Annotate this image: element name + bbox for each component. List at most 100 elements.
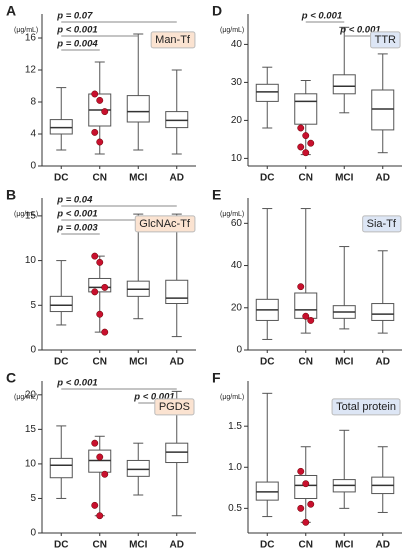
unit-label: (μg/mL) (220, 27, 244, 34)
x-tick-label: AD (376, 540, 390, 550)
panel-label-box (154, 398, 195, 416)
box (49, 119, 73, 135)
y-tick-label: 5 (30, 300, 36, 311)
y-tick-label: 60 (231, 218, 243, 229)
box (126, 459, 150, 477)
y-tick-label: 8 (30, 97, 36, 108)
unit-label: (μg/mL) (14, 394, 38, 401)
highlight-point (96, 96, 104, 104)
comparison-label: p < 0.001 (133, 392, 174, 403)
x-tick-label: MCI (129, 540, 148, 550)
y-tick-label: 5 (30, 493, 36, 504)
x-tick-label: CN (299, 173, 313, 184)
x-tick-label: DC (54, 173, 68, 184)
y-tick-label: 4 (30, 129, 36, 140)
panel: B (μg/mL) 0 5 10 15 DC CN MCI AD p = 0.04 p < 0.001… (6, 187, 196, 368)
y-tick-label: 40 (231, 260, 243, 271)
highlight-point (302, 312, 310, 320)
panel-label: GlcNAc-Tf (139, 218, 191, 230)
x-tick-label: DC (260, 540, 274, 550)
highlight-point (307, 139, 315, 147)
x-tick-label: DC (260, 357, 274, 368)
highlight-point (101, 283, 109, 291)
box (294, 93, 318, 125)
y-tick-label: 20 (25, 389, 37, 400)
x-tick-label: MCI (335, 540, 354, 550)
highlight-point (91, 128, 99, 136)
x-tick-label: MCI (335, 357, 354, 368)
y-tick-label: 0 (236, 345, 242, 356)
highlight-point (91, 90, 99, 98)
panel-label-box (150, 31, 196, 49)
x-tick-label: AD (170, 173, 184, 184)
y-tick-label: 30 (231, 77, 243, 88)
highlight-point (307, 316, 315, 324)
x-tick-label: AD (170, 357, 184, 368)
highlight-point (302, 480, 310, 488)
box (88, 277, 112, 293)
x-tick-label: CN (93, 357, 107, 368)
comparison-label: p < 0.001 (56, 209, 97, 220)
comparison-label: p < 0.001 (56, 378, 97, 389)
highlight-point (297, 124, 305, 132)
y-tick-label: 20 (231, 302, 243, 313)
y-tick-label: 40 (231, 39, 243, 50)
panel-label: Sia-Tf (367, 218, 397, 230)
highlight-point (302, 149, 310, 157)
x-tick-label: AD (376, 357, 390, 368)
panel-label-box (331, 398, 401, 416)
panel-letter: E (212, 187, 221, 203)
highlight-point (91, 252, 99, 260)
panel: E (μg/mL) 0 20 40 60 DC CN MCI AD Sia-Tf (212, 187, 402, 368)
x-tick-label: AD (376, 173, 390, 184)
x-tick-label: MCI (129, 173, 148, 184)
box (49, 295, 73, 313)
highlight-point (297, 504, 305, 512)
box (165, 279, 189, 305)
x-tick-label: CN (299, 357, 313, 368)
panel-letter: B (6, 187, 16, 203)
y-tick-label: 10 (231, 153, 243, 164)
x-tick-label: MCI (335, 173, 354, 184)
box (126, 95, 150, 123)
comparison-label: p < 0.001 (56, 25, 97, 36)
x-tick-label: CN (93, 173, 107, 184)
highlight-point (91, 288, 99, 296)
panel-label-box (362, 215, 402, 233)
y-tick-label: 0 (30, 528, 36, 539)
panel-letter: F (212, 370, 221, 386)
box (332, 74, 356, 95)
box (371, 303, 395, 321)
y-tick-label: 1.0 (228, 462, 242, 473)
highlight-point (302, 518, 310, 526)
highlight-point (101, 108, 109, 116)
panel-letter: C (6, 370, 16, 386)
highlight-point (297, 467, 305, 475)
unit-label: (μg/mL) (220, 394, 244, 401)
y-tick-label: 1.5 (228, 421, 242, 432)
comparison-label: p = 0.07 (56, 11, 93, 22)
x-tick-label: DC (260, 173, 274, 184)
panel: A (μg/mL) 0 4 8 12 16 DC CN MCI AD p = 0.07 p < 0.00… (6, 3, 196, 184)
y-tick-label: 0 (30, 161, 36, 172)
y-tick-label: 10 (25, 459, 37, 470)
y-tick-label: 15 (25, 424, 37, 435)
box (165, 111, 189, 129)
highlight-point (297, 143, 305, 151)
box (371, 89, 395, 131)
panel: F (μg/mL) 0.5 1.0 1.5 DC CN MCI AD Total protein (212, 370, 402, 550)
x-tick-label: DC (54, 357, 68, 368)
y-tick-label: 15 (25, 211, 37, 222)
y-tick-label: 16 (25, 33, 37, 44)
x-tick-label: DC (54, 540, 68, 550)
panel-label: TTR (375, 34, 396, 46)
highlight-point (96, 310, 104, 318)
comparison-label: p = 0.004 (56, 39, 98, 50)
x-tick-label: MCI (129, 357, 148, 368)
unit-label: (μg/mL) (14, 211, 38, 218)
panel-label: Total protein (336, 401, 396, 413)
box (255, 481, 279, 501)
box (49, 457, 73, 479)
unit-label: (μg/mL) (220, 211, 244, 218)
